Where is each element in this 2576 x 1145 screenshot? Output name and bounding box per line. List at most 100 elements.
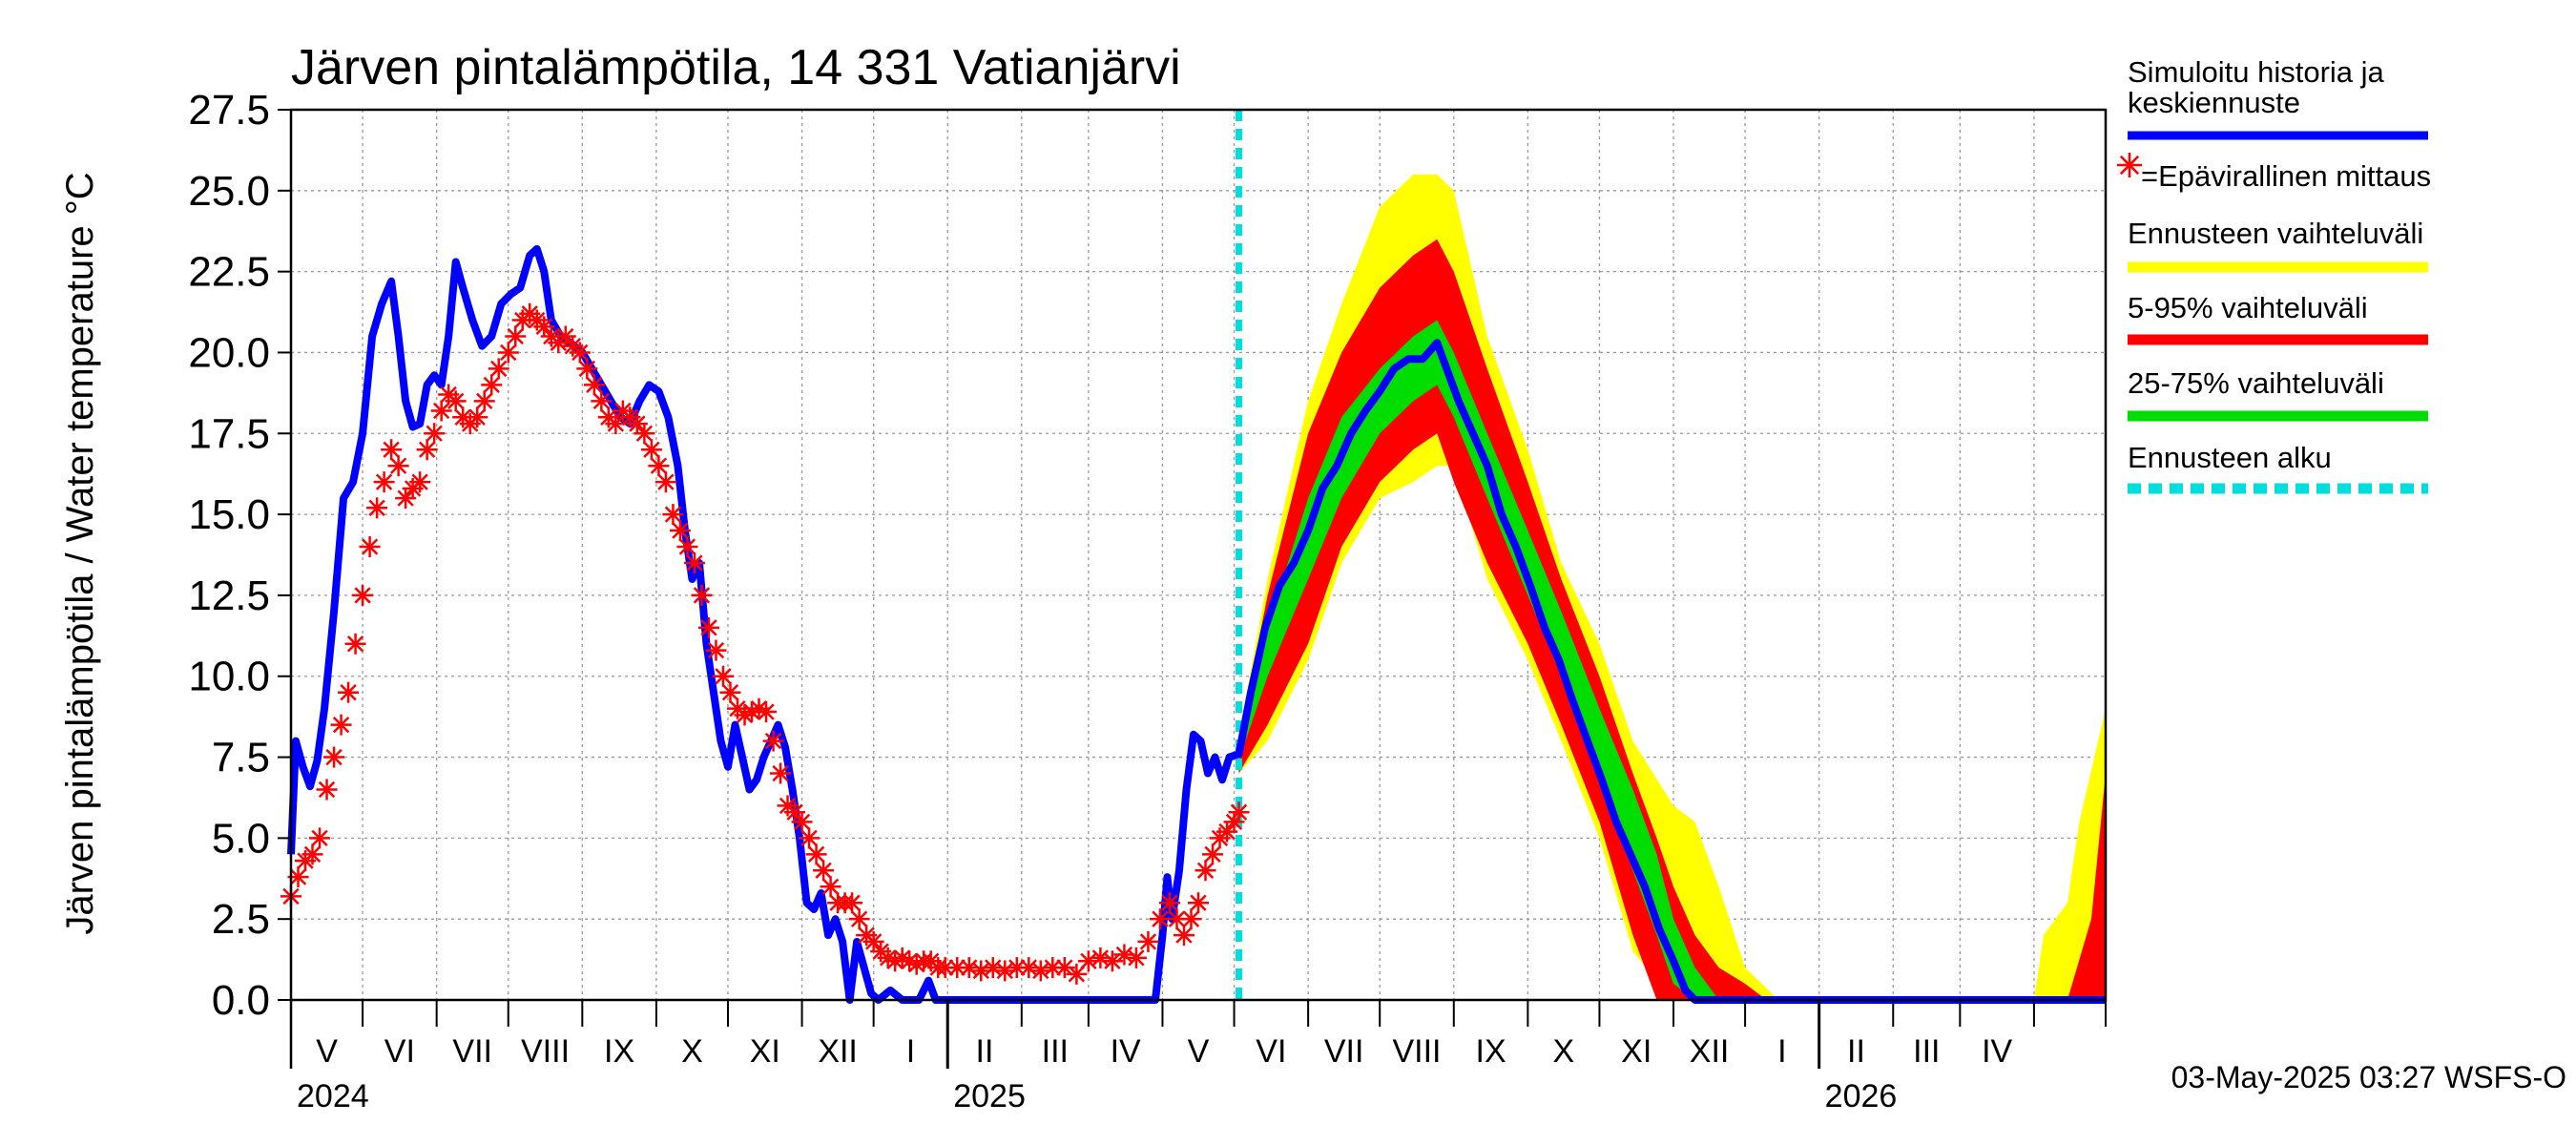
- legend-label-simulated: keskiennuste: [2128, 86, 2300, 119]
- measurement-point: [640, 439, 662, 461]
- measurement-point: [799, 827, 821, 849]
- measurement-point: [352, 584, 374, 606]
- measurement-point: [316, 779, 338, 801]
- measurement-point: [805, 843, 827, 865]
- month-label: IV: [1982, 1033, 2012, 1070]
- measurement-point: [430, 400, 452, 422]
- measurement-point: [591, 390, 613, 412]
- month-label: IX: [604, 1033, 634, 1070]
- measurement-point: [330, 714, 352, 736]
- measurement-point: [488, 358, 509, 380]
- y-tick-label: 0.0: [212, 977, 270, 1024]
- band-5-95-vaihteluv-li: [1238, 239, 2106, 1000]
- measurement-point: [373, 471, 395, 493]
- simulated-history-line: [287, 244, 2106, 1004]
- measurement-point: [1053, 957, 1075, 979]
- measurement-point: [970, 960, 992, 982]
- axes: 0.0 2.5 5.0 7.5 10.0 12.5 15.0 17.5 20.0 22.5 25.0…: [188, 87, 2108, 1114]
- measurement-markers: [280, 302, 1250, 985]
- measurement-point: [467, 406, 488, 428]
- measurement-point: [712, 665, 734, 687]
- measurement-point: [1180, 908, 1202, 930]
- legend-label-measurement: =Epävirallinen mittaus: [2141, 159, 2431, 193]
- measurement-point: [395, 488, 417, 510]
- y-tick-label: 2.5: [212, 896, 270, 943]
- measurement-point: [1090, 947, 1111, 968]
- forecast-bands: [1238, 174, 2106, 1000]
- month-label: XI: [750, 1033, 780, 1070]
- month-label: V: [316, 1033, 338, 1070]
- measurement-point: [934, 957, 956, 979]
- chart-title: Järven pintalämpötila, 14 331 Vatianjärv…: [291, 40, 1181, 95]
- month-label: XI: [1621, 1033, 1652, 1070]
- legend-label-simulated: Simuloitu historia ja: [2128, 55, 2385, 89]
- y-tick-label: 27.5: [188, 87, 270, 134]
- measurement-point: [669, 520, 691, 542]
- month-label: II: [1847, 1033, 1865, 1070]
- measurement-point: [1202, 843, 1224, 865]
- measurement-point: [697, 616, 719, 638]
- measurement-point: [841, 892, 863, 914]
- measurement-point: [381, 439, 403, 461]
- measurement-point: [626, 413, 648, 435]
- measurement-point: [576, 358, 598, 380]
- measurement-point: [497, 342, 519, 364]
- measurement-point: [676, 536, 698, 558]
- measurement-point: [366, 497, 388, 519]
- month-label: XII: [1690, 1033, 1730, 1070]
- plot-frame: [289, 108, 2108, 1002]
- measurement-point: [473, 390, 495, 412]
- measurement-point: [770, 762, 792, 784]
- y-tick-label: 10.0: [188, 654, 270, 700]
- month-label: VIII: [521, 1033, 570, 1070]
- year-label: 2025: [953, 1078, 1026, 1114]
- measurement-point: [683, 552, 705, 573]
- month-label: I: [906, 1033, 915, 1070]
- measurement-point: [784, 802, 806, 823]
- measurement-point: [1113, 944, 1135, 966]
- legend-label: Ennusteen vaihteluväli: [2128, 217, 2423, 250]
- measurement-point: [1228, 802, 1250, 823]
- month-label: I: [1777, 1033, 1786, 1070]
- measurement-point: [424, 423, 446, 445]
- measurement-point: [359, 536, 381, 558]
- measurement-point: [569, 342, 591, 364]
- measurement-point: [982, 957, 1004, 979]
- month-label: IX: [1476, 1033, 1506, 1070]
- measurement-point: [813, 860, 835, 882]
- month-label: III: [1913, 1033, 1940, 1070]
- measurement-point: [862, 930, 884, 952]
- measurement-point: [719, 681, 741, 703]
- month-label: VI: [384, 1033, 415, 1070]
- measurement-point: [762, 730, 784, 752]
- measurement-point: [445, 390, 467, 412]
- measurement-point: [1173, 925, 1195, 947]
- measurement-point: [323, 746, 345, 768]
- measurement-point: [309, 827, 331, 849]
- month-label: IV: [1111, 1033, 1141, 1070]
- measurement-point: [1029, 960, 1051, 982]
- measurement-point: [1137, 930, 1159, 952]
- measurement-point: [533, 316, 555, 338]
- measurement-point: [1188, 892, 1209, 914]
- month-label: XII: [818, 1033, 858, 1070]
- measurement-point: [648, 455, 670, 477]
- measurement-point: [1018, 957, 1040, 979]
- measurement-point: [1066, 963, 1088, 985]
- measurement-point: [409, 471, 431, 493]
- measurement-point: [654, 471, 676, 493]
- measurement-point: [705, 639, 727, 661]
- month-label: V: [1188, 1033, 1210, 1070]
- measurement-point: [634, 423, 655, 445]
- measurement-point: [756, 701, 778, 723]
- month-label: II: [976, 1033, 994, 1070]
- measurement-point: [848, 908, 870, 930]
- legend-label: 5-95% vaihteluväli: [2128, 291, 2368, 324]
- month-label: X: [1553, 1033, 1575, 1070]
- month-label: VII: [1324, 1033, 1364, 1070]
- month-label: VI: [1256, 1033, 1286, 1070]
- y-tick-label: 15.0: [188, 491, 270, 538]
- legend-label: 25-75% vaihteluväli: [2128, 366, 2384, 400]
